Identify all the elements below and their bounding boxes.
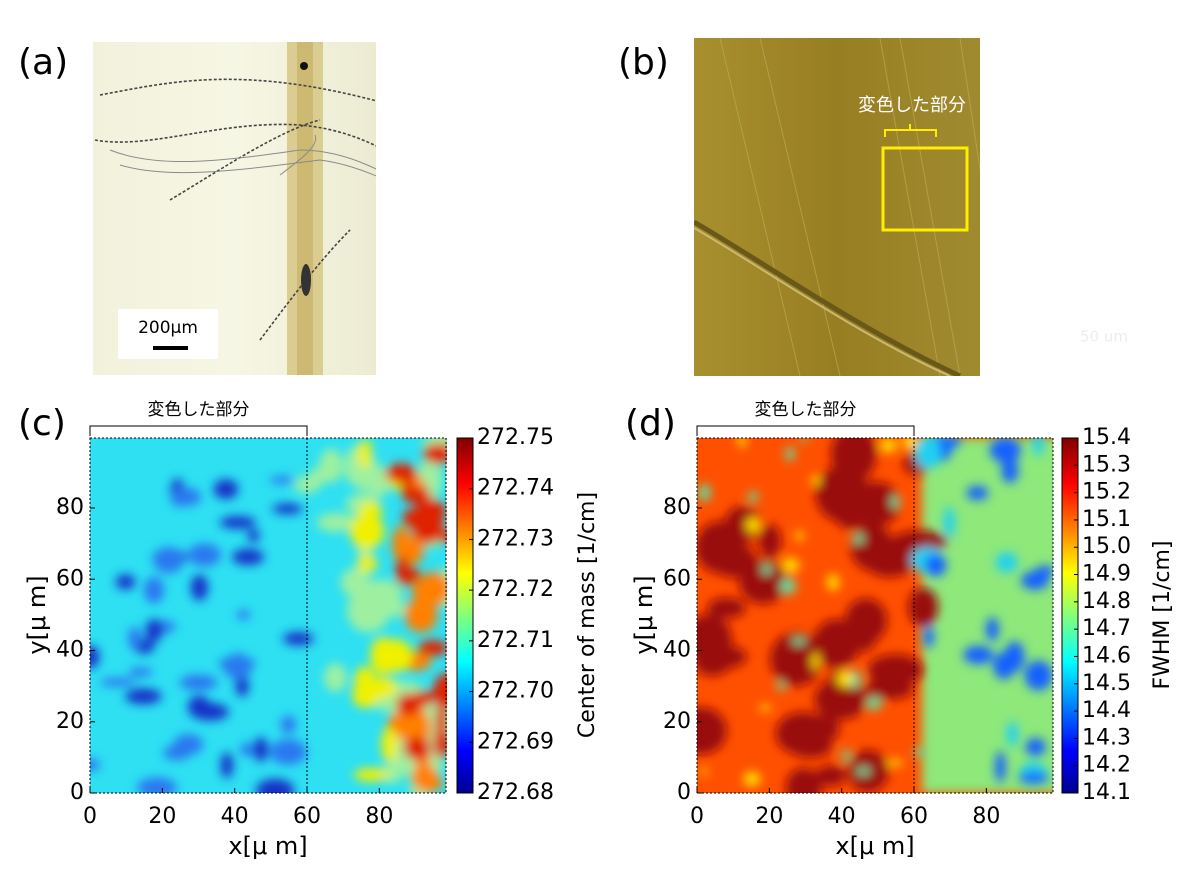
x-axis-label: x[μ m] xyxy=(228,832,307,860)
bracket xyxy=(696,425,915,436)
annotation: 変色した部分 xyxy=(858,95,966,116)
x-tick-label: 80 xyxy=(972,804,1000,829)
bracket xyxy=(89,425,308,436)
photo-b xyxy=(694,38,980,376)
y-tick-label: 80 xyxy=(663,495,691,520)
plot-frame xyxy=(696,437,1054,794)
x-tick-label: 80 xyxy=(365,804,393,829)
colorbar-tick-label: 272.68 xyxy=(477,780,554,805)
colorbar-tick-label: 15.2 xyxy=(1082,480,1131,505)
photo-a xyxy=(93,42,376,375)
scale-bar-label: 50 um xyxy=(1080,328,1128,346)
colorbar-tick-label: 14.8 xyxy=(1082,589,1131,614)
colorbar-label: FWHM [1/cm] xyxy=(1150,540,1175,689)
panel-label: (d) xyxy=(625,403,676,444)
colorbar-tick-label: 14.5 xyxy=(1082,671,1131,696)
bracket-label: 変色した部分 xyxy=(148,400,250,420)
colorbar-label: Center of mass [1/cm] xyxy=(575,492,600,738)
y-tick-label: 40 xyxy=(56,638,84,663)
y-tick-label: 0 xyxy=(70,780,84,805)
heatmap xyxy=(697,438,1053,793)
x-axis-label: x[μ m] xyxy=(835,832,914,860)
y-tick-label: 0 xyxy=(677,780,691,805)
y-axis-label: y[μ m] xyxy=(630,575,658,654)
colorbar-tick-label: 15.0 xyxy=(1082,534,1131,559)
colorbar-tick-label: 15.1 xyxy=(1082,507,1131,532)
colorbar-tick-label: 14.2 xyxy=(1082,753,1131,778)
y-tick-label: 20 xyxy=(56,709,84,734)
colorbar-tick-label: 14.3 xyxy=(1082,725,1131,750)
colorbar-tick-label: 272.74 xyxy=(477,476,554,501)
colorbar-tick-label: 14.7 xyxy=(1082,616,1131,641)
heatmap xyxy=(90,438,447,793)
colorbar-tick-label: 272.69 xyxy=(477,729,554,754)
scale-bar-label: 200μm xyxy=(138,318,198,338)
y-tick-label: 80 xyxy=(56,495,84,520)
x-tick-label: 0 xyxy=(690,804,704,829)
colorbar-tick-label: 14.9 xyxy=(1082,562,1131,587)
colorbar-tick-label: 272.72 xyxy=(477,577,554,602)
colorbar-tick-label: 272.70 xyxy=(477,679,554,704)
colorbar-tick-label: 15.4 xyxy=(1082,425,1131,450)
x-tick-label: 20 xyxy=(755,804,783,829)
y-tick-label: 60 xyxy=(663,566,691,591)
panel-label: (a) xyxy=(18,42,68,83)
x-tick-label: 60 xyxy=(900,804,928,829)
colorbar-tick-label: 272.75 xyxy=(477,425,554,450)
colorbar-tick-label: 272.71 xyxy=(477,628,554,653)
x-tick-label: 60 xyxy=(293,804,321,829)
bracket-label: 変色した部分 xyxy=(755,400,857,420)
x-tick-label: 40 xyxy=(828,804,856,829)
colorbar-tick-label: 14.1 xyxy=(1082,780,1131,805)
colorbar xyxy=(1061,437,1079,794)
colorbar xyxy=(456,437,474,794)
colorbar-tick-label: 14.6 xyxy=(1082,643,1131,668)
colorbar-tick-label: 14.4 xyxy=(1082,698,1131,723)
y-tick-label: 20 xyxy=(663,709,691,734)
y-tick-label: 40 xyxy=(663,638,691,663)
panel-label: (b) xyxy=(618,42,669,83)
y-axis-label: y[μ m] xyxy=(23,575,51,654)
x-tick-label: 40 xyxy=(221,804,249,829)
y-tick-label: 60 xyxy=(56,566,84,591)
plot-frame xyxy=(89,437,447,794)
colorbar-tick-label: 272.73 xyxy=(477,526,554,551)
colorbar-tick-label: 15.3 xyxy=(1082,452,1131,477)
x-tick-label: 0 xyxy=(83,804,97,829)
panel-label: (c) xyxy=(18,403,66,444)
x-tick-label: 20 xyxy=(148,804,176,829)
